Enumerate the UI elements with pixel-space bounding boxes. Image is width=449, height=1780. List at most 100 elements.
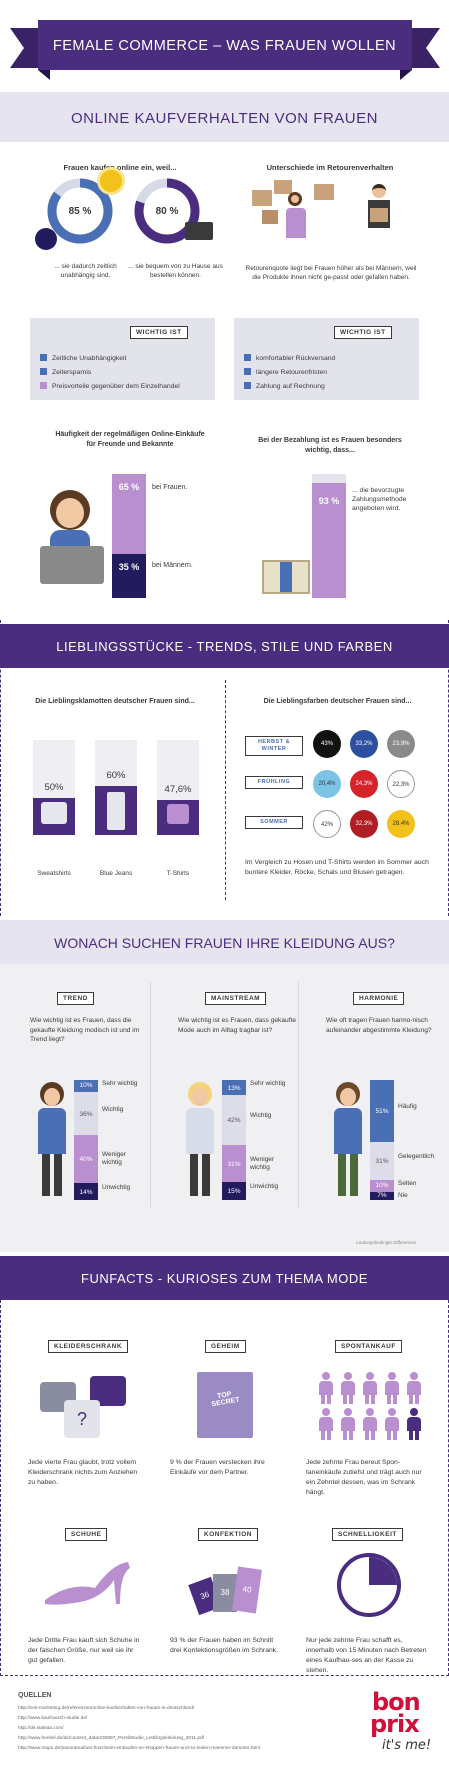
s3-question: Wie wichtig ist es Frauen, dass die geka… <box>30 1017 140 1043</box>
s3-bar-segment: 31% <box>370 1142 394 1180</box>
s3-bar-label: Unwichtig <box>250 1183 279 1190</box>
pay-pct: 93 % <box>318 496 340 506</box>
footer-title: QUELLEN <box>18 1692 52 1699</box>
clothes-label: Sweatshirts <box>37 870 71 877</box>
person-icon <box>340 1372 356 1404</box>
jeans-icon <box>107 792 125 830</box>
s1-cap2: ... sie bequem von zu Hause aus bestelle… <box>128 263 223 279</box>
sweatshirt-icon <box>41 802 67 824</box>
s3-title: WONACH SUCHEN FRAUEN IHRE KLEIDUNG AUS? <box>54 935 395 951</box>
footer-link[interactable]: http://de.statista.com/ <box>18 1726 64 1731</box>
s3-question: Wie oft tragen Frauen harmo-nisch aufein… <box>326 1017 432 1034</box>
s3-bar-segment: 13% <box>222 1080 246 1095</box>
clothes-pct: 60% <box>106 770 126 781</box>
clothes-label: Blue Jeans <box>99 870 133 877</box>
pay-text: ... die bevorzugte Zahlungsmethode angeb… <box>352 487 407 512</box>
s2-divider <box>225 680 226 900</box>
color-dot: 42% <box>313 810 341 838</box>
s3-bar-label: Weniger wichtig <box>250 1155 275 1171</box>
person-icon <box>406 1372 422 1404</box>
s1-right-heading: Unterschiede im Retourenverhalten <box>266 163 394 172</box>
freq-men-label: bei Männern. <box>152 562 193 569</box>
fact-tag-schnelligkeit: SCHNELLIGKEIT <box>332 1528 403 1541</box>
s2-note: Im Vergleich zu Hosen und T-Shirts werde… <box>245 859 429 876</box>
footer-link[interactable]: http://www.mopo.de/panorama/lust-frust-b… <box>18 1746 260 1751</box>
s3-question: Wie wichtig ist es Frauen, dass gekaufte… <box>178 1017 297 1034</box>
clothes-label: T-Shirts <box>166 870 190 877</box>
tshirt-icon <box>167 804 189 824</box>
wichtig-right-item: Zahlung auf Rechnung <box>244 382 325 390</box>
woman-illustration <box>330 1082 366 1200</box>
s3-bar-segment: 14% <box>74 1183 98 1200</box>
s3-bar-label: Wichtig <box>250 1112 272 1119</box>
s3-bar-label: Sehr wichtig <box>102 1080 138 1087</box>
s3-bar-label: Sehr wichtig <box>250 1080 286 1087</box>
fact-text-geheim: 9 % der Frauen verstecken ihre Einkäufe … <box>170 1459 265 1476</box>
clothes-pct: 47,6% <box>164 784 192 795</box>
sun-icon <box>100 170 122 192</box>
clothes-col: 47,6% <box>157 740 199 835</box>
high-heel-icon <box>45 1562 130 1605</box>
s3-bar-segment: 36% <box>74 1092 98 1135</box>
person-icon <box>384 1408 400 1440</box>
fact-tag-kleiderschrank: KLEIDERSCHRANK <box>48 1340 129 1353</box>
wichtig-box-left: WICHTIG IST Zeitliche Unabhängigkeit Zei… <box>30 318 215 400</box>
wichtig-tag-right: WICHTIG IST <box>334 326 392 339</box>
person-icon <box>406 1408 422 1440</box>
person-icon <box>318 1408 334 1440</box>
wichtig-left-item: Preisvorteile gegenüber dem Einzelhandel <box>40 382 180 390</box>
pay-bar: 93 % <box>312 474 346 598</box>
color-dot: 28,4% <box>387 810 415 838</box>
s3-bar-segment: 51% <box>370 1080 394 1142</box>
man-box-illustration <box>362 184 398 250</box>
freq-women-pct: 65 % <box>118 482 140 492</box>
hangers-illustration: ? <box>40 1372 132 1442</box>
s1-cap1: ... sie dadurch zeitlich unabhängig sind… <box>54 263 117 279</box>
fact-text-spontankauf: Jede zehnte Frau bereut Spon-taneinkäufe… <box>306 1459 422 1496</box>
pay-bar-fill <box>312 483 346 598</box>
s3-footnote: rundungsbedingte Differenzen <box>356 1240 417 1245</box>
s3-tag: HARMONIE <box>353 992 405 1005</box>
money-stack-icon <box>262 560 310 594</box>
wichtig-tag-left: WICHTIG IST <box>130 326 188 339</box>
fact-text-konfektion: 93 % der Frauen haben im Schnitt drei Ko… <box>170 1637 279 1654</box>
s1-title: ONLINE KAUFVERHALTEN VON FRAUEN <box>71 110 378 127</box>
s2-title-band: LIEBLINGSSTÜCKE - TRENDS, STILE UND FARB… <box>0 624 449 668</box>
header-section: FEMALE COMMERCE – WAS FRAUEN WOLLEN <box>0 0 449 92</box>
donut-80-chart <box>134 178 200 244</box>
footer-link[interactable]: http://www.kaufrausch-studie.de/ <box>18 1716 88 1721</box>
wichtig-box-right: WICHTIG IST komfortabler Rückversand län… <box>234 318 419 400</box>
s2-right-heading: Die Lieblingsfarben deutscher Frauen sin… <box>263 698 412 705</box>
freq-heading: Häufigkeit der regelmäßigen Online-Einkä… <box>55 431 205 448</box>
s3-title-band: WONACH SUCHEN FRAUEN IHRE KLEIDUNG AUS? <box>0 920 449 964</box>
footer: QUELLEN http://eck-marketing.de/referenz… <box>0 1680 449 1780</box>
s3-bar-label: Weniger wichtig <box>102 1151 127 1166</box>
laptop-icon <box>185 222 213 240</box>
header-title: FEMALE COMMERCE – WAS FRAUEN WOLLEN <box>52 38 397 54</box>
woman-laptop-illustration <box>40 490 105 590</box>
s3-bar-label: Wichtig <box>102 1105 124 1113</box>
footer-link[interactable]: http://eck-marketing.de/referenzen/onlin… <box>18 1706 195 1711</box>
donut-80-label: 80 % <box>155 206 179 217</box>
fact-tag-spontankauf: SPONTANKAUF <box>335 1340 402 1353</box>
color-dot: 32,3% <box>350 810 378 838</box>
moon-icon <box>35 228 57 250</box>
woman-illustration <box>182 1082 218 1200</box>
fact-text-schnelligkeit: Nur jede zehnte Frau schafft es, innerha… <box>306 1637 427 1674</box>
season-tag: FRÜHLING <box>245 776 303 789</box>
fact-tag-geheim: GEHEIM <box>205 1340 246 1353</box>
s3-bar-segment: 42% <box>222 1095 246 1145</box>
color-dot: 23,9% <box>387 730 415 758</box>
season-tag: HERBST & WINTER <box>245 736 303 756</box>
s3-bar-segment: 31% <box>222 1145 246 1182</box>
s3-divider <box>150 982 151 1207</box>
person-icon <box>340 1408 356 1440</box>
bonprix-logo: bon prix it's me! <box>370 1688 432 1753</box>
pay-bar-rest <box>312 474 346 483</box>
s1-right-text: Retourenquote liegt bei Frauen höher als… <box>245 265 417 281</box>
top-secret-bag-icon: TOP SECRET <box>197 1372 253 1438</box>
freq-men-pct: 35 % <box>118 562 140 572</box>
s3-bar-label: Häufig <box>398 1103 417 1110</box>
footer-link[interactable]: http://www.henkel.de/de/content_data/230… <box>18 1736 205 1741</box>
s3-bar-label: Unwichtig <box>102 1183 131 1191</box>
